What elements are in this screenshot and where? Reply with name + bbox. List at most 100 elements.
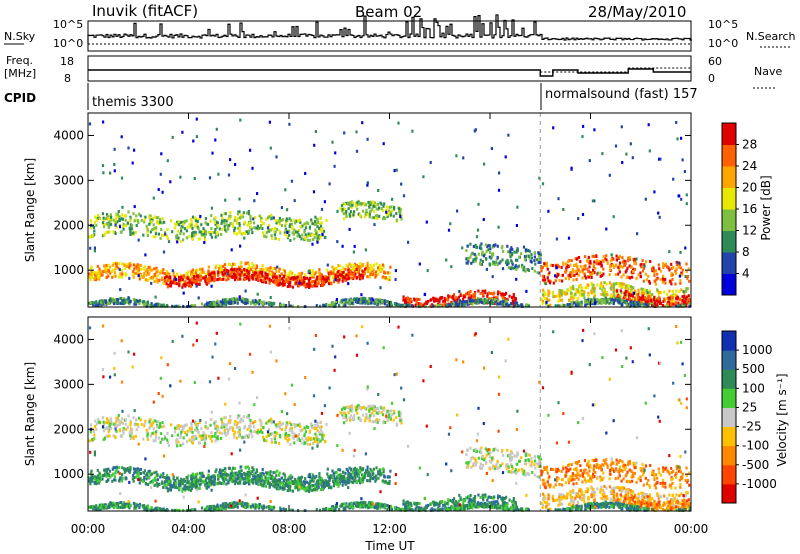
echo-cell bbox=[173, 226, 177, 230]
echo-cell bbox=[545, 297, 548, 301]
echo-cell bbox=[653, 279, 656, 283]
echo-cell bbox=[565, 266, 568, 270]
echo-cell bbox=[193, 234, 196, 238]
echo-cell bbox=[655, 277, 658, 281]
echo-cell bbox=[459, 292, 462, 296]
echo-cell bbox=[274, 267, 277, 270]
echo-cell bbox=[406, 296, 409, 300]
echo-cell bbox=[169, 278, 172, 282]
echo-cell bbox=[542, 288, 545, 292]
echo-cell bbox=[311, 222, 314, 226]
echo-cell bbox=[505, 291, 508, 295]
echo-cell bbox=[283, 269, 286, 273]
echo-cell bbox=[114, 274, 117, 278]
echo-cell bbox=[122, 227, 125, 231]
echo-cell bbox=[605, 300, 608, 304]
echo-cell bbox=[183, 423, 186, 427]
echo-cell bbox=[297, 273, 300, 277]
sky-right-tick-top: 10^5 bbox=[708, 18, 738, 31]
echo-cell bbox=[324, 280, 327, 283]
echo-cell bbox=[571, 270, 574, 274]
echo-cell bbox=[193, 438, 196, 442]
echo-cell bbox=[133, 205, 136, 209]
echo-cell bbox=[600, 281, 603, 285]
echo-cell bbox=[291, 225, 294, 229]
echo-cell bbox=[227, 217, 230, 221]
echo-cell bbox=[93, 246, 96, 250]
echo-cell bbox=[144, 253, 147, 257]
echo-cell bbox=[249, 225, 252, 229]
echo-cell bbox=[649, 299, 652, 302]
echo-cell bbox=[662, 264, 665, 268]
echo-cell bbox=[355, 276, 358, 280]
echo-cell bbox=[474, 243, 477, 247]
echo-cell bbox=[447, 228, 451, 232]
echo-cell bbox=[335, 471, 338, 474]
echo-cell bbox=[449, 295, 452, 299]
echo-cell bbox=[224, 198, 227, 202]
echo-cell bbox=[236, 421, 239, 425]
echo-cell bbox=[303, 283, 306, 287]
echo-cell bbox=[479, 258, 482, 262]
echo-cell bbox=[102, 300, 105, 304]
echo-cell bbox=[474, 296, 477, 300]
echo-cell bbox=[685, 262, 688, 266]
echo-cell bbox=[520, 252, 523, 256]
echo-cell bbox=[670, 282, 673, 286]
power-ylabel: Slant Range [km] bbox=[23, 158, 37, 262]
echo-cell bbox=[320, 425, 323, 429]
echo-cell bbox=[311, 280, 315, 283]
echo-cell bbox=[308, 225, 311, 229]
echo-cell bbox=[132, 275, 135, 279]
echo-cell bbox=[521, 265, 524, 269]
echo-cell bbox=[132, 435, 135, 439]
echo-cell bbox=[91, 234, 94, 237]
echo-cell bbox=[329, 272, 332, 276]
echo-cell bbox=[290, 276, 294, 280]
echo-cell bbox=[254, 216, 257, 219]
echo-cell bbox=[220, 265, 223, 269]
echo-cell bbox=[210, 227, 213, 231]
echo-cell bbox=[353, 263, 356, 267]
echo-cell bbox=[275, 155, 278, 159]
echo-cell bbox=[146, 438, 149, 441]
echo-cell bbox=[179, 443, 182, 447]
echo-cell bbox=[208, 276, 211, 280]
echo-cell bbox=[317, 221, 320, 225]
echo-cell bbox=[402, 295, 405, 299]
echo-cell bbox=[225, 278, 228, 282]
echo-cell bbox=[418, 298, 421, 301]
echo-cell bbox=[392, 214, 395, 218]
echo-cell bbox=[199, 267, 202, 271]
echo-cell bbox=[533, 259, 536, 263]
echo-cell bbox=[469, 290, 472, 293]
echo-cell bbox=[591, 199, 594, 203]
echo-cell bbox=[612, 215, 615, 219]
echo-cell bbox=[564, 277, 567, 281]
echo-cell bbox=[492, 243, 495, 247]
echo-cell bbox=[107, 226, 110, 229]
echo-cell bbox=[316, 217, 319, 221]
echo-cell bbox=[372, 263, 375, 267]
echo-cell bbox=[422, 175, 425, 179]
echo-cell bbox=[376, 216, 379, 220]
echo-cell bbox=[101, 273, 104, 277]
echo-cell bbox=[278, 267, 281, 271]
echo-cell bbox=[479, 292, 482, 295]
echo-cell bbox=[243, 301, 247, 305]
echo-cell bbox=[308, 269, 311, 273]
echo-cell bbox=[501, 267, 505, 271]
echo-cell bbox=[112, 218, 115, 222]
echo-cell bbox=[163, 220, 166, 224]
echo-cell bbox=[344, 299, 347, 303]
echo-cell bbox=[152, 235, 155, 239]
echo-cell bbox=[353, 244, 356, 248]
echo-cell bbox=[287, 285, 290, 288]
echo-cell bbox=[398, 210, 401, 213]
echo-cell bbox=[395, 422, 398, 426]
echo-cell bbox=[426, 269, 429, 273]
echo-cell bbox=[165, 273, 168, 276]
cpid-label: CPID bbox=[4, 91, 36, 105]
echo-cell bbox=[246, 301, 249, 305]
